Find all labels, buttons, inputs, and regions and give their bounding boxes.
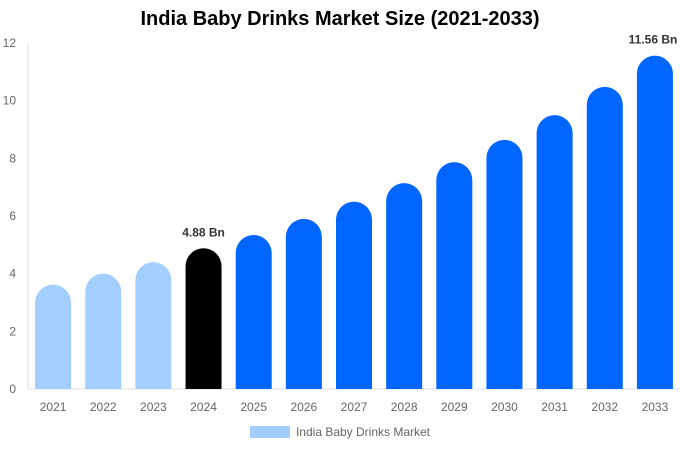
x-tick-label: 2025 — [240, 400, 267, 414]
chart-title: India Baby Drinks Market Size (2021-2033… — [140, 8, 540, 30]
bar-2031 — [536, 115, 573, 390]
x-tick-label: 2032 — [591, 400, 618, 414]
bar-2030 — [486, 139, 523, 389]
x-tick-label: 2022 — [90, 400, 117, 414]
y-tick-label: 4 — [9, 267, 16, 281]
data-label-2033: 11.56 Bn — [629, 33, 678, 47]
x-tick-label: 2031 — [541, 400, 568, 414]
bar-2025 — [235, 235, 272, 389]
y-tick-label: 6 — [9, 209, 16, 223]
y-tick-label: 8 — [9, 151, 16, 165]
bar-2023 — [135, 262, 172, 389]
x-tick-label: 2028 — [391, 400, 418, 414]
x-tick-label: 2023 — [140, 400, 167, 414]
bar-2028 — [386, 183, 423, 389]
bar-2022 — [85, 273, 122, 389]
bar-2026 — [285, 218, 322, 389]
x-tick-label: 2021 — [40, 400, 67, 414]
data-label-2024: 4.88 Bn — [182, 225, 225, 239]
bar-2033 — [636, 55, 673, 389]
legend-swatch — [249, 426, 290, 438]
x-tick-label: 2030 — [491, 400, 518, 414]
x-tick-label: 2027 — [341, 400, 368, 414]
x-tick-label: 2026 — [290, 400, 317, 414]
bar-2024 — [185, 248, 222, 389]
legend: India Baby Drinks Market — [0, 425, 680, 439]
x-tick-label: 2033 — [642, 400, 669, 414]
y-tick-label: 0 — [9, 382, 16, 396]
y-tick-label: 10 — [3, 94, 17, 108]
x-tick-label: 2024 — [190, 400, 217, 414]
x-tick-label: 2029 — [441, 400, 468, 414]
y-tick-label: 2 — [9, 324, 16, 338]
bar-2027 — [336, 201, 372, 389]
y-tick-label: 12 — [3, 36, 17, 50]
legend-label: India Baby Drinks Market — [295, 425, 431, 439]
bar-2032 — [586, 86, 623, 390]
bar-2029 — [436, 162, 473, 389]
bar-2021 — [35, 284, 72, 389]
